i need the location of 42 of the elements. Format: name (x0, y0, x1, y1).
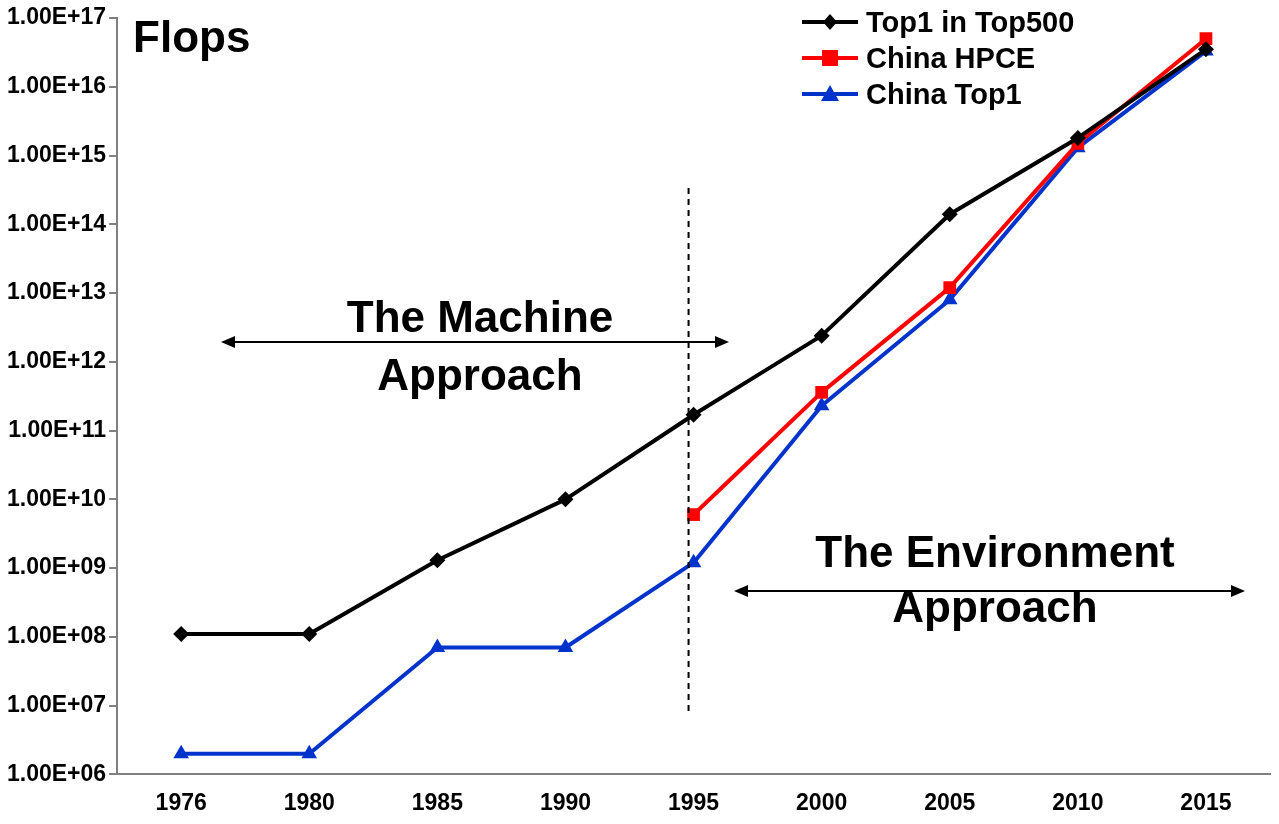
y-tick-label: 1.00E+11 (8, 415, 107, 442)
point (301, 744, 318, 759)
x-tick-label: 2015 (1180, 788, 1232, 815)
annotation: The Environment Approach (815, 527, 1176, 632)
y-tick-label: 1.00E+17 (7, 3, 107, 30)
y-tick-label: 1.00E+12 (7, 347, 107, 374)
point (173, 744, 189, 759)
point (813, 327, 830, 344)
point (941, 206, 958, 223)
y-tick-label: 1.00E+10 (7, 484, 107, 511)
annotation: The Machine Approach (346, 292, 614, 400)
point (813, 396, 830, 411)
point (685, 406, 702, 423)
x-tick-label: 2010 (1052, 788, 1104, 815)
point (429, 552, 446, 569)
y-tick-label: 1.00E+07 (7, 690, 107, 717)
y-tick-label: 1.00E+16 (7, 72, 107, 99)
x-tick-label: 2005 (924, 788, 976, 815)
legend-label: China Top1 (866, 77, 1022, 111)
legend-label: Top1 in Top500 (866, 5, 1075, 39)
x-tick-label: 1985 (411, 788, 464, 815)
y-tick-label: 1.00E+09 (7, 553, 107, 580)
y-tick-label: 1.00E+14 (7, 209, 107, 236)
point (943, 281, 957, 294)
point (687, 508, 700, 521)
y-tick-label: 1.00E+08 (7, 622, 107, 649)
y-tick-label: 1.00E+15 (7, 140, 107, 167)
point (557, 491, 574, 508)
point (815, 385, 829, 399)
y-tick-label: 1.00E+13 (7, 278, 107, 305)
point (557, 638, 574, 653)
x-tick-label: 1990 (539, 788, 592, 815)
point (429, 638, 446, 653)
x-tick-label: 1976 (155, 788, 207, 815)
point (301, 626, 318, 643)
point (1069, 129, 1086, 146)
y-tick-label: 1.00E+06 (7, 759, 107, 786)
y-axis-title: Flops (133, 12, 251, 62)
x-tick-label: 1980 (283, 788, 335, 815)
x-tick-label: 1995 (667, 788, 720, 815)
legend-label: China HPCE (866, 41, 1036, 75)
x-tick-label: 2000 (796, 788, 848, 815)
